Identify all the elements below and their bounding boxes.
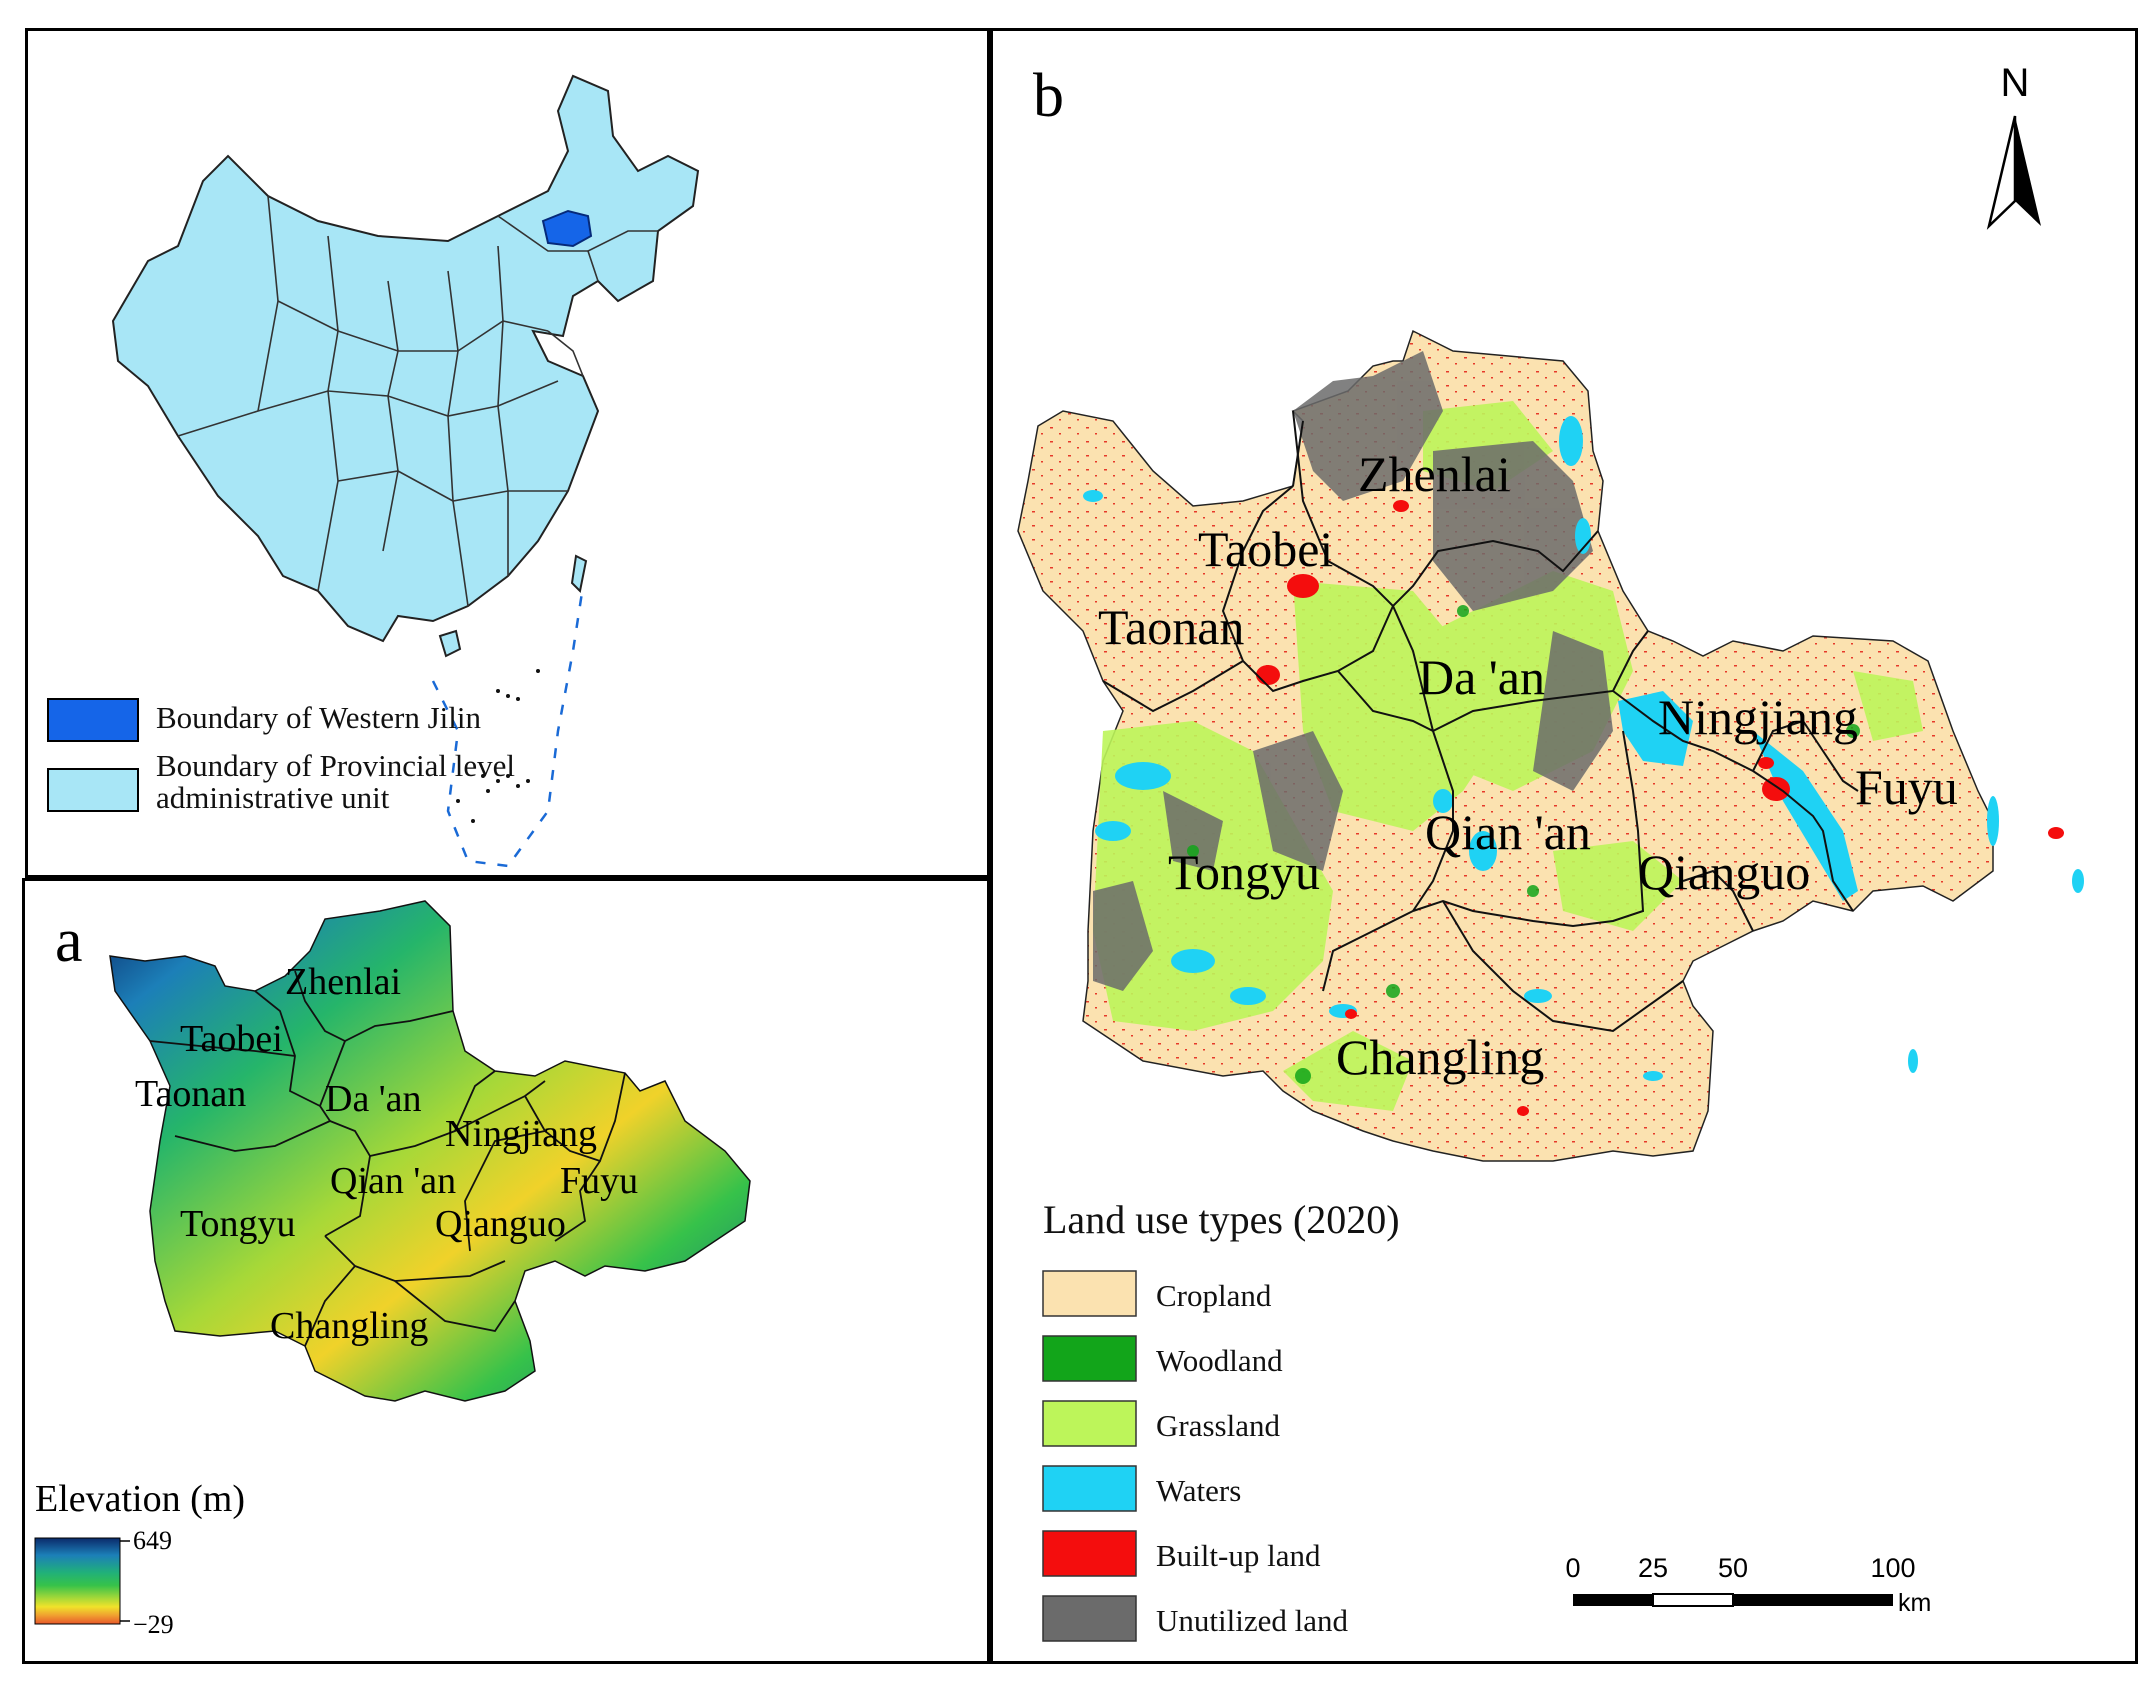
land-use-legend: Land use types (2020) Cropland Woodland Gr… <box>1042 1197 1400 1642</box>
label-tongyu-a: Tongyu <box>180 1203 296 1245</box>
elevation-min-label: −29 <box>133 1610 174 1639</box>
elevation-panel-a: a <box>22 878 990 1664</box>
legend-swatch-grassland <box>1042 1400 1137 1447</box>
scale-tick-0: 0 <box>1565 1553 1580 1583</box>
scale-tick-25: 25 <box>1638 1553 1668 1583</box>
label-changling-a: Changling <box>270 1305 428 1347</box>
built-up-patches <box>1256 500 2064 1116</box>
county-labels-b: Zhenlai Taobei Taonan Da 'an Ningjiang F… <box>1098 446 1958 1085</box>
legend-label-provincial-line1: Boundary of Provincial level <box>156 748 515 783</box>
legend-swatch-unutilized-land <box>1042 1595 1137 1642</box>
label-daan-a: Da 'an <box>325 1078 422 1120</box>
label-tongyu-b: Tongyu <box>1168 844 1320 900</box>
label-qianan-a: Qian 'an <box>330 1160 456 1202</box>
label-fuyu-a: Fuyu <box>560 1160 638 1202</box>
label-changling-b: Changling <box>1336 1029 1544 1085</box>
land-use-panel-b: b N <box>990 28 2138 1664</box>
legend-label-woodland: Woodland <box>1156 1343 1283 1378</box>
china-outline <box>111 74 700 643</box>
study-area-elevation <box>109 900 751 1402</box>
legend-swatch-western-jilin <box>47 698 139 742</box>
legend-label-provincial-line2: administrative unit <box>156 780 390 815</box>
label-zhenlai-a: Zhenlai <box>285 961 401 1003</box>
scale-tick-50: 50 <box>1718 1553 1748 1583</box>
label-qianguo-b: Qianguo <box>1638 844 1810 900</box>
elevation-color-ramp <box>34 1537 121 1625</box>
legend-label-built-up-land: Built-up land <box>1156 1538 1321 1573</box>
label-qianan-b: Qian 'an <box>1425 804 1591 860</box>
legend-swatch-woodland <box>1042 1335 1137 1382</box>
inset-legend: Boundary of Western Jilin Boundary of Pr… <box>47 698 515 815</box>
legend-label-western-jilin: Boundary of Western Jilin <box>156 700 481 735</box>
legend-label-cropland: Cropland <box>1156 1278 1272 1313</box>
label-ningjiang-b: Ningjiang <box>1658 689 1858 745</box>
china-inset-panel: Boundary of Western Jilin Boundary of Pr… <box>25 28 990 878</box>
panel-letter-a: a <box>55 907 83 975</box>
elevation-max-label: 649 <box>133 1526 172 1555</box>
county-boundaries-a <box>149 970 626 1347</box>
legend-label-waters: Waters <box>1156 1473 1241 1508</box>
islands-dots <box>456 669 540 823</box>
label-taobei-b: Taobei <box>1198 521 1333 577</box>
hainan-island <box>438 629 462 658</box>
north-label: N <box>2001 61 2030 105</box>
legend-label-grassland: Grassland <box>1156 1408 1280 1443</box>
label-zhenlai-b: Zhenlai <box>1358 446 1511 502</box>
label-ningjiang-a: Ningjiang <box>445 1113 597 1155</box>
label-daan-b: Da 'an <box>1418 649 1545 705</box>
north-arrow: N <box>1986 61 2041 230</box>
label-qianguo-a: Qianguo <box>435 1203 566 1245</box>
legend-swatch-provincial <box>47 768 139 812</box>
label-fuyu-b: Fuyu <box>1855 759 1958 815</box>
western-jilin-highlight <box>541 209 593 248</box>
unutilized-land-patches <box>1093 351 1613 991</box>
scale-bar: 0 25 50 100 km <box>1565 1553 1931 1617</box>
legend-swatch-built-up-land <box>1042 1530 1137 1577</box>
elevation-legend-title: Elevation (m) <box>35 1478 245 1520</box>
provincial-boundaries <box>177 195 658 607</box>
label-taobei-a: Taobei <box>180 1018 283 1060</box>
panel-letter-b: b <box>1033 62 1064 130</box>
elevation-legend: Elevation (m) 649 −29 <box>34 1478 245 1639</box>
china-inset-map: Boundary of Western Jilin Boundary of Pr… <box>47 74 700 868</box>
legend-swatch-waters <box>1042 1465 1137 1512</box>
label-taonan-a: Taonan <box>135 1073 246 1115</box>
land-use-legend-title: Land use types (2020) <box>1043 1197 1400 1242</box>
county-boundaries-b <box>1102 410 1859 1033</box>
scale-tick-100: 100 <box>1870 1553 1915 1583</box>
label-taonan-b: Taonan <box>1098 599 1244 655</box>
woodland-patches <box>1187 605 1860 1084</box>
legend-label-unutilized-land: Unutilized land <box>1156 1603 1348 1638</box>
legend-swatch-cropland <box>1042 1270 1137 1317</box>
taiwan-island <box>570 554 588 594</box>
land-use-map: N <box>1017 61 2084 1642</box>
scale-unit: km <box>1898 1589 1931 1617</box>
county-labels-a: Zhenlai Taobei Taonan Da 'an Ningjiang Q… <box>135 961 638 1347</box>
elevation-map: Zhenlai Taobei Taonan Da 'an Ningjiang Q… <box>34 900 751 1639</box>
